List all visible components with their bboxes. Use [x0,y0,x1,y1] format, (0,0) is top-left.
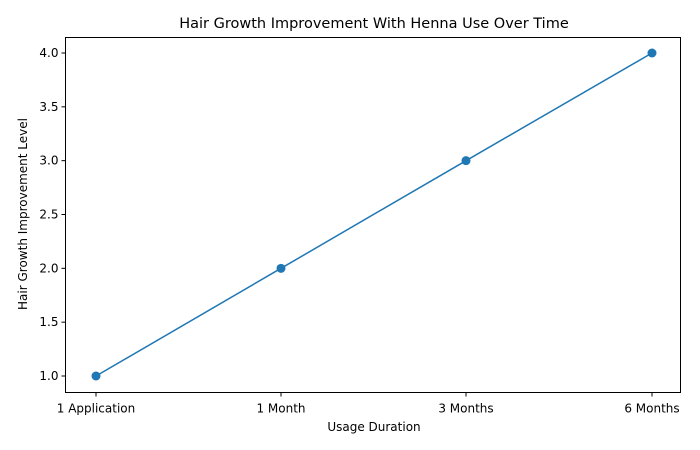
series-line [95,52,653,377]
x-tick-label: 1 Application [57,402,136,416]
x-tick-label: 6 Months [624,402,679,416]
y-axis-ticks: 1.0 1.5 2.0 2.5 3.0 3.5 4.0 [39,46,66,383]
y-tick-label: 1.0 [39,369,58,383]
y-tick-label: 3.5 [39,100,58,114]
data-point-marker [276,263,286,273]
y-tick-label: 4.0 [39,46,58,60]
y-axis-label: Hair Growth Improvement Level [16,118,30,310]
chart-title: Hair Growth Improvement With Henna Use O… [179,16,569,32]
y-tick-label: 2.5 [39,208,58,222]
x-axis-label: Usage Duration [327,420,420,434]
data-point-marker [647,48,657,58]
data-point-marker [91,371,101,381]
x-axis-ticks: 1 Application 1 Month 3 Months 6 Months [57,392,680,416]
x-tick-label: 1 Month [256,402,305,416]
y-tick-label: 2.0 [39,261,58,275]
series-markers [91,48,657,381]
x-tick-label: 3 Months [438,402,493,416]
data-point-marker [461,156,471,166]
y-tick-label: 1.5 [39,315,58,329]
y-tick-label: 3.0 [39,154,58,168]
